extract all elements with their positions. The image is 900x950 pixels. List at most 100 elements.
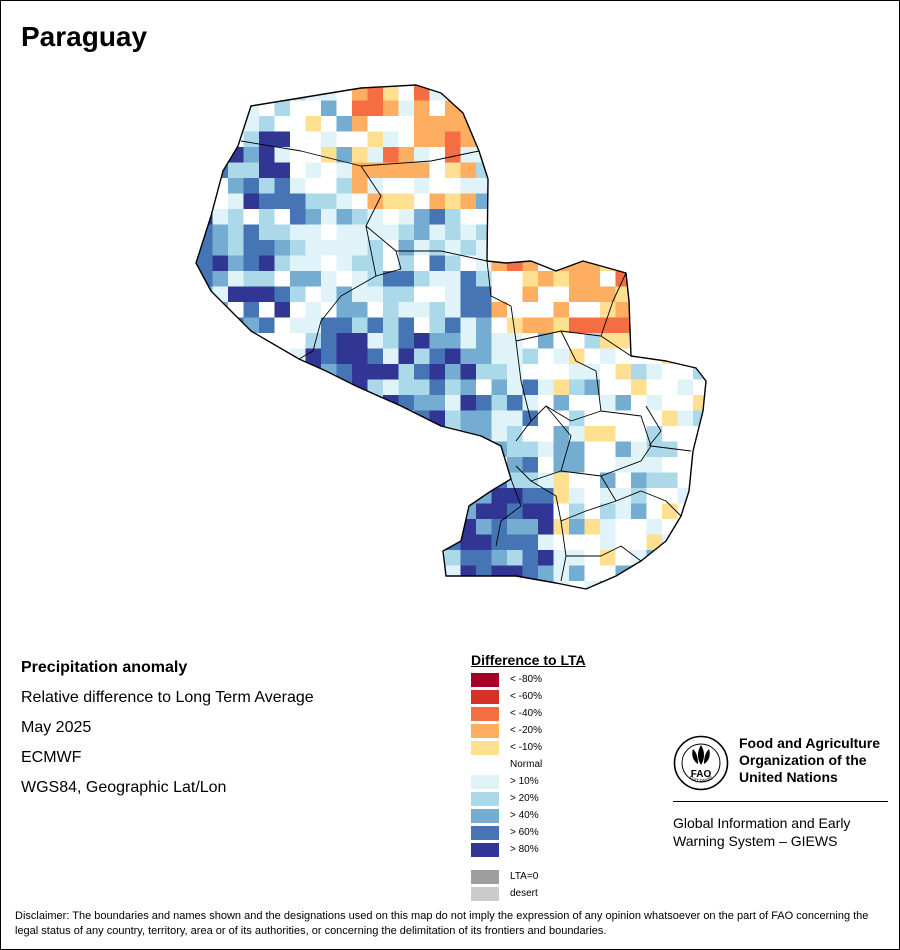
grid-cell: [228, 550, 244, 566]
grid-cell: [693, 240, 706, 256]
grid-cell: [615, 550, 632, 566]
grid-cell: [662, 333, 678, 349]
grid-cell: [445, 457, 461, 473]
grid-cell: [553, 85, 570, 101]
grid-cell: [212, 271, 229, 287]
grid-cell: [600, 178, 616, 194]
grid-cell: [243, 131, 260, 148]
grid-cell: [414, 162, 430, 179]
grid-cell: [228, 488, 244, 504]
grid-cell: [693, 519, 706, 535]
grid-cell: [600, 209, 616, 225]
grid-cell: [259, 410, 275, 427]
grid-cell: [259, 488, 275, 504]
grid-cell: [507, 131, 523, 148]
grid-cell: [538, 209, 554, 225]
grid-cell: [321, 379, 337, 396]
grid-cell: [336, 410, 353, 427]
grid-cell: [352, 317, 368, 334]
grid-cell: [243, 224, 260, 241]
grid-cell: [228, 85, 244, 101]
grid-cell: [259, 85, 275, 101]
grid-cell: [677, 255, 694, 272]
grid-cell: [429, 240, 446, 256]
grid-cell: [631, 317, 647, 334]
grid-cell: [491, 333, 508, 349]
grid-cell: [507, 116, 523, 132]
grid-cell: [631, 286, 647, 303]
grid-cell: [259, 224, 275, 241]
grid-cell: [662, 317, 678, 334]
grid-cell: [383, 224, 399, 241]
grid-cell: [290, 271, 306, 287]
grid-cell: [522, 240, 539, 256]
grid-cell: [445, 255, 461, 272]
grid-cell: [507, 441, 523, 458]
grid-cell: [538, 286, 554, 303]
grid-cell: [677, 240, 694, 256]
grid-cell: [460, 441, 477, 458]
grid-cell: [476, 193, 492, 210]
grid-cell: [584, 286, 601, 303]
grid-cell: [336, 131, 353, 148]
grid-cell: [352, 224, 368, 241]
grid-cell: [383, 302, 399, 318]
grid-cell: [367, 364, 384, 380]
grid-cell: [352, 271, 368, 287]
grid-cell: [243, 162, 260, 179]
grid-cell: [352, 302, 368, 318]
grid-cell: [677, 317, 694, 334]
grid-cell: [507, 379, 523, 396]
grid-cell: [274, 441, 291, 458]
grid-cell: [352, 472, 368, 489]
grid-cell: [228, 519, 244, 535]
grid-cell: [677, 534, 694, 551]
grid-cell: [321, 116, 337, 132]
grid-cell: [290, 457, 306, 473]
grid-cell: [352, 100, 368, 117]
grid-cell: [414, 488, 430, 504]
grid-cell: [259, 441, 275, 458]
grid-cell: [197, 581, 213, 589]
grid-cell: [445, 271, 461, 287]
grid-cell: [274, 426, 291, 442]
grid-cell: [274, 410, 291, 427]
grid-cell: [662, 193, 678, 210]
grid-cell: [584, 426, 601, 442]
grid-cell: [507, 550, 523, 566]
grid-cell: [491, 116, 508, 132]
grid-cell: [569, 472, 585, 489]
grid-cell: [569, 317, 585, 334]
grid-cell: [569, 410, 585, 427]
grid-cell: [693, 565, 706, 582]
fao-emblem-icon: FAO FIAT PANIS: [673, 735, 729, 791]
grid-cell: [243, 147, 260, 163]
grid-cell: [538, 224, 554, 241]
grid-cell: [383, 255, 399, 272]
grid-cell: [321, 348, 337, 365]
grid-cell: [460, 550, 477, 566]
grid-cell: [352, 395, 368, 411]
grid-cell: [445, 410, 461, 427]
grid-cell: [398, 255, 415, 272]
grid-cell: [615, 193, 632, 210]
grid-cell: [460, 85, 477, 101]
grid-cell: [352, 503, 368, 520]
grid-cell: [383, 457, 399, 473]
grid-cell: [615, 441, 632, 458]
grid-cell: [662, 472, 678, 489]
grid-cell: [367, 100, 384, 117]
grid-cell: [398, 147, 415, 163]
grid-cell: [491, 565, 508, 582]
grid-cell: [445, 193, 461, 210]
grid-cell: [584, 534, 601, 551]
grid-cell: [305, 271, 322, 287]
grid-cell: [243, 193, 260, 210]
grid-cell: [491, 178, 508, 194]
grid-cell: [662, 255, 678, 272]
grid-cell: [197, 519, 213, 535]
grid-cell: [569, 503, 585, 520]
grid-cell: [445, 348, 461, 365]
grid-cell: [212, 224, 229, 241]
grid-cell: [584, 193, 601, 210]
